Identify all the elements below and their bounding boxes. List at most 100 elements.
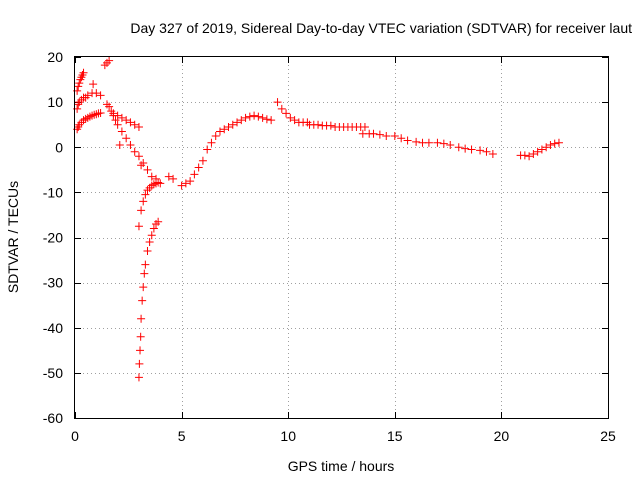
- data-point: [461, 144, 470, 153]
- data-point: [139, 283, 148, 292]
- data-point: [134, 373, 143, 382]
- y-tick-label: -60: [43, 410, 63, 426]
- series-arc-14: [273, 98, 369, 131]
- data-point: [89, 80, 98, 89]
- x-tick-label: 20: [494, 428, 510, 444]
- data-point: [241, 113, 250, 122]
- data-point: [75, 120, 84, 129]
- series-arc-11: [137, 161, 146, 170]
- data-point: [96, 91, 105, 100]
- series-arc-13: [203, 111, 276, 154]
- data-point: [152, 179, 161, 188]
- data-points: [73, 56, 563, 382]
- data-point: [92, 110, 101, 119]
- data-point: [186, 177, 195, 186]
- data-point: [102, 58, 111, 67]
- data-point: [130, 147, 139, 156]
- data-point: [141, 190, 150, 199]
- plot-frame: [74, 56, 609, 419]
- data-point: [245, 112, 254, 121]
- y-tick-label: -30: [43, 275, 63, 291]
- data-point: [262, 115, 271, 124]
- data-point: [525, 152, 534, 161]
- data-point: [88, 111, 97, 120]
- data-point: [397, 134, 406, 143]
- series-arc-4: [89, 80, 98, 89]
- data-point: [79, 68, 88, 77]
- data-point: [77, 73, 86, 82]
- data-point: [546, 140, 555, 149]
- data-point: [303, 118, 312, 127]
- data-point: [177, 181, 186, 190]
- data-point: [190, 170, 199, 179]
- data-point: [96, 108, 105, 117]
- data-point: [139, 197, 148, 206]
- grid: [75, 57, 608, 418]
- data-point: [140, 269, 149, 278]
- data-point: [233, 118, 242, 127]
- data-point: [115, 140, 124, 149]
- chart-title: Day 327 of 2019, Sidereal Day-to-day VTE…: [130, 20, 632, 36]
- series-arc-5: [100, 56, 114, 70]
- data-point: [169, 174, 178, 183]
- data-point: [141, 260, 150, 269]
- data-point: [412, 137, 421, 146]
- data-point: [100, 61, 109, 70]
- data-point: [83, 91, 92, 100]
- data-point: [138, 296, 147, 305]
- data-point: [145, 238, 154, 247]
- data-point: [403, 136, 412, 145]
- data-point: [529, 150, 538, 159]
- y-tick-label: 20: [47, 49, 63, 65]
- series-arc-8: [115, 140, 124, 149]
- data-point: [75, 79, 84, 88]
- data-point: [92, 89, 101, 98]
- data-point: [117, 113, 126, 122]
- data-point: [258, 113, 267, 122]
- x-tick-label: 0: [71, 428, 79, 444]
- data-point: [79, 116, 88, 125]
- data-point: [143, 165, 152, 174]
- data-point: [81, 93, 90, 102]
- data-point: [149, 180, 158, 189]
- data-point: [134, 222, 143, 231]
- data-point: [137, 314, 146, 323]
- data-point: [134, 122, 143, 131]
- data-point: [220, 125, 229, 134]
- series-arc-15: [358, 129, 497, 159]
- data-point: [137, 161, 146, 170]
- data-point: [207, 138, 216, 147]
- data-point: [126, 118, 135, 127]
- data-point: [139, 159, 148, 168]
- data-point: [130, 120, 139, 129]
- data-point: [203, 145, 212, 154]
- data-point: [126, 140, 135, 149]
- data-point: [267, 116, 276, 125]
- data-point: [113, 120, 122, 129]
- data-point: [147, 231, 156, 240]
- data-point: [164, 172, 173, 181]
- data-point: [390, 131, 399, 140]
- data-point: [273, 98, 282, 107]
- series-arc-16: [516, 138, 563, 161]
- data-point: [537, 145, 546, 154]
- y-tick-label: -20: [43, 230, 63, 246]
- data-point: [134, 152, 143, 161]
- series-arc-10: [134, 178, 163, 231]
- data-point: [375, 130, 384, 139]
- data-point: [476, 146, 485, 155]
- data-point: [122, 134, 131, 143]
- y-tick-label: 0: [55, 139, 63, 155]
- data-point: [542, 143, 551, 152]
- data-point: [439, 139, 448, 148]
- data-point: [198, 156, 207, 165]
- data-point: [224, 122, 233, 131]
- x-axis-label: GPS time / hours: [288, 458, 395, 474]
- data-point: [382, 131, 391, 140]
- data-point: [81, 114, 90, 123]
- data-point: [122, 116, 131, 125]
- data-point: [152, 219, 161, 228]
- data-point: [147, 181, 156, 190]
- data-point: [145, 183, 154, 192]
- data-point: [135, 359, 144, 368]
